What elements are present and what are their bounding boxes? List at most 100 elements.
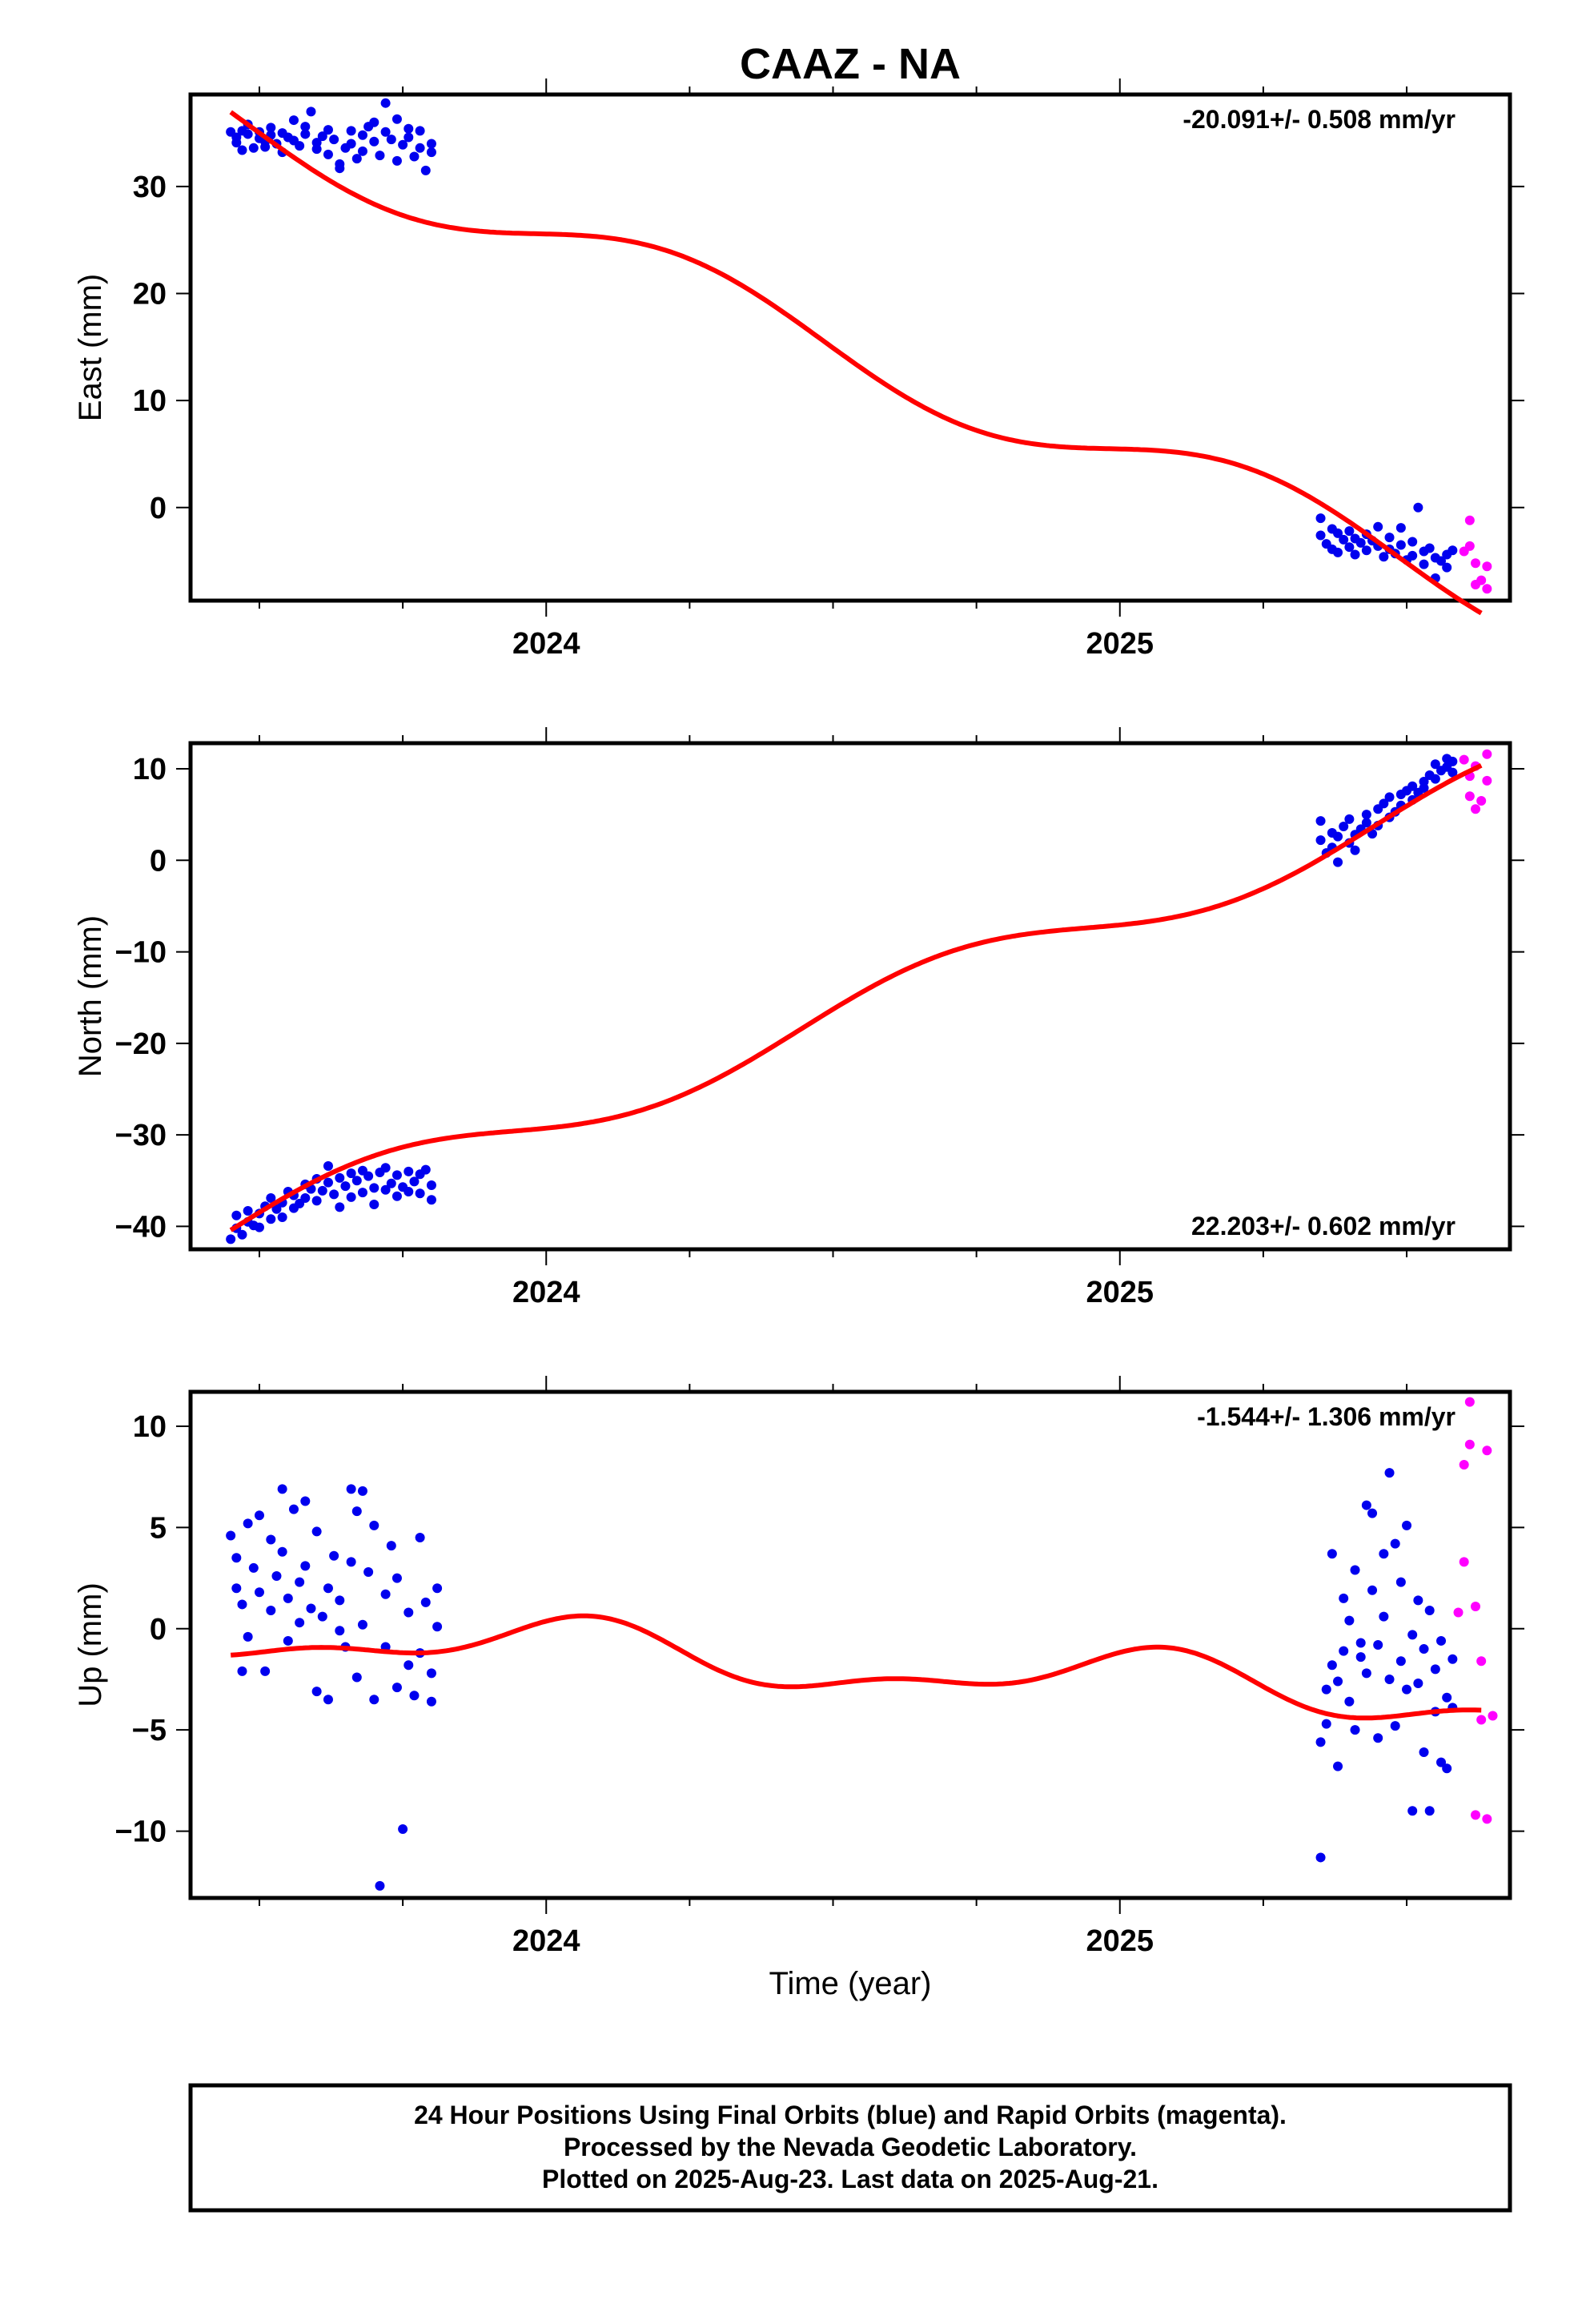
final-orbit-point bbox=[380, 1184, 391, 1195]
final-orbit-point bbox=[335, 1595, 345, 1606]
final-orbit-point bbox=[1413, 1679, 1423, 1689]
x-tick-label: 2024 bbox=[512, 1276, 580, 1309]
final-orbit-point bbox=[1339, 1646, 1349, 1656]
y-tick-label: 0 bbox=[150, 492, 167, 525]
final-orbit-point bbox=[346, 1192, 356, 1202]
final-orbit-point bbox=[351, 1672, 362, 1683]
model-fit-line bbox=[229, 110, 1483, 616]
final-orbit-point bbox=[369, 1200, 379, 1209]
y-tick-label: −10 bbox=[115, 1815, 167, 1849]
final-orbit-point bbox=[386, 1541, 396, 1551]
rapid-orbit-point bbox=[1476, 1715, 1487, 1725]
final-orbit-point bbox=[323, 1583, 333, 1594]
final-orbit-point bbox=[300, 1193, 311, 1203]
x-tick-label: 2025 bbox=[1086, 627, 1154, 661]
final-orbit-point bbox=[409, 1176, 420, 1187]
final-orbit-point bbox=[271, 1204, 282, 1214]
final-orbit-point bbox=[311, 1687, 322, 1697]
final-orbit-point bbox=[1419, 1747, 1429, 1757]
final-orbit-point bbox=[1367, 1508, 1378, 1518]
final-orbit-point bbox=[237, 145, 247, 155]
final-orbit-point bbox=[1395, 523, 1406, 533]
final-orbit-point bbox=[1333, 1676, 1343, 1687]
final-orbit-point bbox=[1339, 822, 1349, 831]
final-orbit-point bbox=[323, 1161, 333, 1171]
final-orbit-point bbox=[1350, 549, 1360, 560]
final-orbit-point bbox=[369, 1183, 379, 1193]
final-orbit-point bbox=[369, 136, 379, 147]
final-orbit-point bbox=[1384, 792, 1395, 802]
final-orbit-point bbox=[295, 1577, 305, 1587]
final-orbit-point bbox=[1361, 1500, 1371, 1510]
final-orbit-point bbox=[243, 1518, 253, 1529]
caption-line-3: Plotted on 2025-Aug-23. Last data on 202… bbox=[542, 2165, 1158, 2193]
y-axis-label: North (mm) bbox=[73, 915, 108, 1077]
final-orbit-point bbox=[266, 1534, 276, 1545]
final-orbit-point bbox=[1442, 562, 1452, 573]
final-orbit-point bbox=[1407, 1630, 1418, 1640]
final-orbit-point bbox=[300, 129, 311, 139]
final-orbit-point bbox=[335, 1626, 345, 1636]
plot-area bbox=[226, 749, 1492, 1244]
final-orbit-point bbox=[288, 1504, 299, 1514]
rapid-orbit-point bbox=[1464, 1439, 1475, 1449]
final-orbit-point bbox=[375, 1880, 385, 1891]
final-orbit-point bbox=[1315, 530, 1326, 541]
rapid-orbit-point bbox=[1476, 1656, 1487, 1667]
final-orbit-point bbox=[1373, 1733, 1383, 1743]
final-orbit-point bbox=[380, 127, 391, 137]
y-tick-label: 5 bbox=[150, 1511, 167, 1545]
final-orbit-point bbox=[1379, 1611, 1389, 1622]
final-orbit-point bbox=[1447, 1654, 1458, 1664]
final-orbit-point bbox=[386, 135, 396, 145]
final-orbit-point bbox=[243, 1631, 253, 1642]
final-orbit-point bbox=[404, 1607, 414, 1618]
final-orbit-point bbox=[351, 154, 362, 164]
final-orbit-point bbox=[1355, 1638, 1366, 1648]
final-orbit-point bbox=[351, 1176, 362, 1186]
final-orbit-point bbox=[386, 1178, 396, 1188]
final-orbit-point bbox=[369, 117, 379, 127]
plot-frame bbox=[188, 741, 1512, 1252]
y-tick-label: −10 bbox=[115, 936, 167, 970]
final-orbit-point bbox=[415, 1533, 425, 1543]
final-orbit-point bbox=[369, 1695, 379, 1705]
final-orbit-point bbox=[277, 1212, 287, 1222]
final-orbit-point bbox=[404, 123, 414, 134]
rapid-orbit-point bbox=[1482, 1814, 1492, 1824]
final-orbit-point bbox=[409, 1691, 420, 1701]
final-orbit-point bbox=[404, 132, 414, 143]
final-orbit-point bbox=[1395, 540, 1406, 550]
final-orbit-point bbox=[346, 139, 356, 149]
final-orbit-point bbox=[266, 1193, 276, 1203]
final-orbit-point bbox=[363, 1171, 374, 1181]
x-axis-label: Time (year) bbox=[769, 1966, 932, 2001]
final-orbit-point bbox=[1447, 545, 1458, 556]
y-axis-label: Up (mm) bbox=[73, 1582, 108, 1707]
rapid-orbit-point bbox=[1459, 754, 1469, 765]
rate-label: -1.544+/- 1.306 mm/yr bbox=[1197, 1402, 1456, 1431]
final-orbit-point bbox=[357, 130, 367, 140]
final-orbit-point bbox=[277, 1546, 287, 1557]
final-orbit-point bbox=[426, 1195, 436, 1205]
final-orbit-point bbox=[1436, 556, 1447, 566]
model-fit-line bbox=[229, 763, 1483, 1232]
final-orbit-point bbox=[432, 1583, 443, 1594]
final-orbit-point bbox=[409, 151, 420, 162]
final-orbit-point bbox=[375, 151, 385, 161]
final-orbit-point bbox=[306, 1603, 316, 1614]
rapid-orbit-point bbox=[1476, 575, 1487, 585]
final-orbit-point bbox=[351, 1506, 362, 1517]
rapid-orbit-point bbox=[1471, 804, 1481, 814]
rapid-orbit-point bbox=[1476, 796, 1487, 806]
final-orbit-point bbox=[1390, 1538, 1400, 1549]
x-tick-label: 2024 bbox=[512, 1924, 580, 1958]
y-tick-label: −40 bbox=[115, 1210, 167, 1244]
rapid-orbit-point bbox=[1464, 541, 1475, 551]
final-orbit-point bbox=[237, 1229, 247, 1240]
final-orbit-point bbox=[1419, 1644, 1429, 1655]
final-orbit-point bbox=[1344, 814, 1355, 824]
final-orbit-point bbox=[398, 139, 408, 150]
final-orbit-point bbox=[391, 1170, 402, 1180]
y-tick-label: 10 bbox=[133, 384, 167, 418]
